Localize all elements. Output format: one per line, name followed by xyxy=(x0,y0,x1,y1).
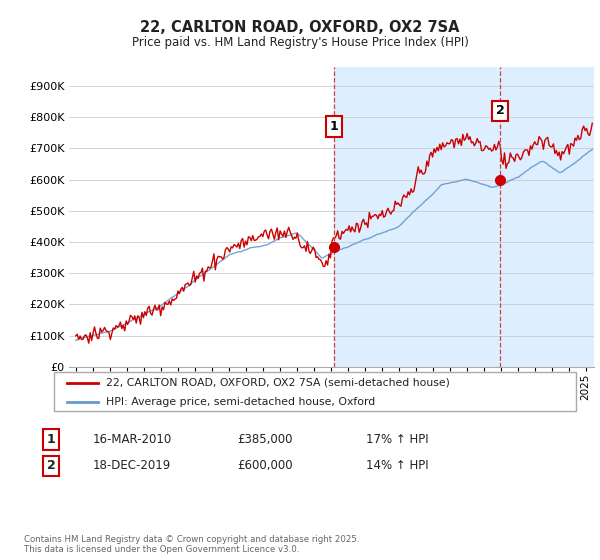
Text: HPI: Average price, semi-detached house, Oxford: HPI: Average price, semi-detached house,… xyxy=(106,396,376,407)
Text: £600,000: £600,000 xyxy=(237,459,293,473)
Text: 1: 1 xyxy=(329,120,338,133)
Text: 18-DEC-2019: 18-DEC-2019 xyxy=(93,459,171,473)
Text: 16-MAR-2010: 16-MAR-2010 xyxy=(93,433,172,446)
Text: 17% ↑ HPI: 17% ↑ HPI xyxy=(366,433,428,446)
Bar xyxy=(334,67,594,367)
Text: 22, CARLTON ROAD, OXFORD, OX2 7SA: 22, CARLTON ROAD, OXFORD, OX2 7SA xyxy=(140,20,460,35)
Text: 22, CARLTON ROAD, OXFORD, OX2 7SA (semi-detached house): 22, CARLTON ROAD, OXFORD, OX2 7SA (semi-… xyxy=(106,377,450,388)
Text: Price paid vs. HM Land Registry's House Price Index (HPI): Price paid vs. HM Land Registry's House … xyxy=(131,36,469,49)
Text: 2: 2 xyxy=(47,459,55,473)
FancyBboxPatch shape xyxy=(54,372,576,411)
Text: 2: 2 xyxy=(496,104,505,118)
Text: £385,000: £385,000 xyxy=(237,433,293,446)
Text: 14% ↑ HPI: 14% ↑ HPI xyxy=(366,459,428,473)
Text: 1: 1 xyxy=(47,433,55,446)
Text: Contains HM Land Registry data © Crown copyright and database right 2025.
This d: Contains HM Land Registry data © Crown c… xyxy=(24,535,359,554)
